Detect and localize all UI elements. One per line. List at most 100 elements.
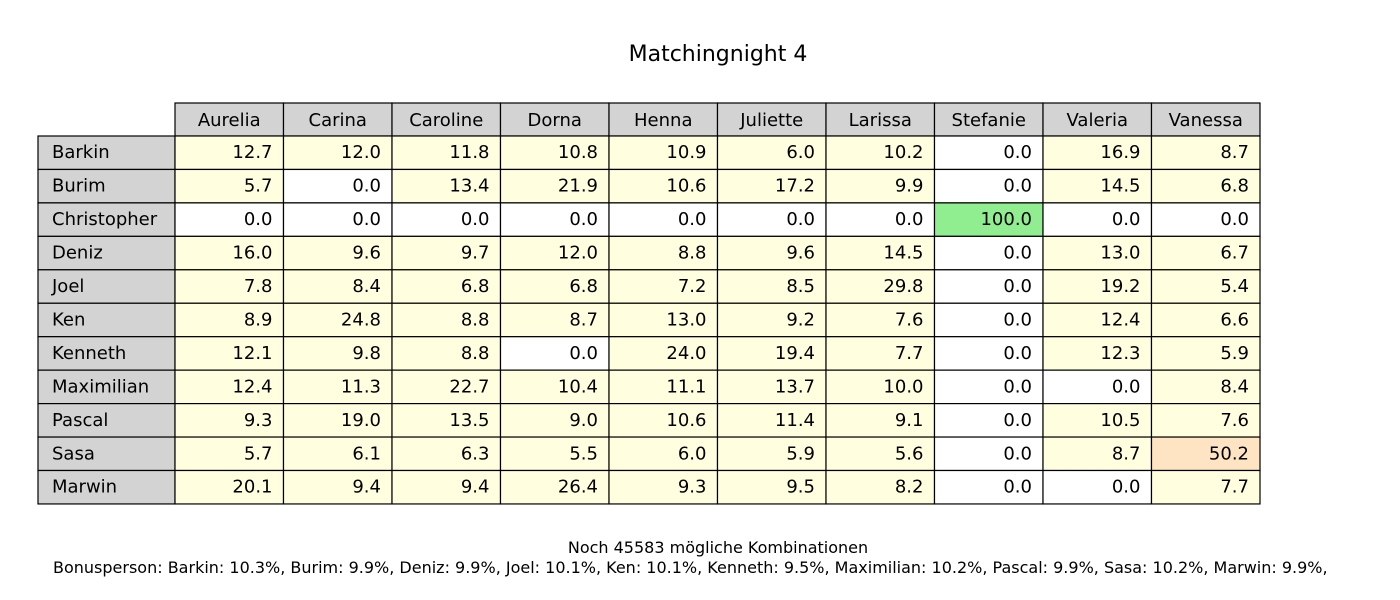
- cell-pascal-dorna: [499, 403, 610, 438]
- cell-maximilian-carina: [282, 369, 393, 405]
- cell-value-joel-aurelia: 7.8: [244, 276, 273, 297]
- cell-value-deniz-dorna: 12.0: [558, 243, 598, 264]
- column-header-larissa: Larissa: [849, 110, 912, 131]
- cell-value-pascal-stefanie: 0.0: [1003, 410, 1032, 431]
- cell-value-pascal-aurelia: 9.3: [244, 410, 273, 431]
- cell-value-barkin-aurelia: 12.7: [232, 142, 272, 163]
- cell-value-barkin-larissa: 10.2: [883, 142, 923, 163]
- row-header-cell-joel: [37, 269, 176, 304]
- cell-value-maximilian-stefanie: 0.0: [1003, 376, 1032, 397]
- cell-pascal-aurelia: [174, 403, 285, 438]
- cell-value-ken-stefanie: 0.0: [1003, 309, 1032, 330]
- cell-value-ken-dorna: 8.7: [569, 309, 598, 330]
- cell-barkin-larissa: [825, 135, 936, 171]
- cell-joel-henna: [608, 269, 719, 304]
- cell-value-christopher-stefanie: 100.0: [980, 209, 1032, 230]
- cell-marwin-vanessa: [1150, 469, 1261, 505]
- cell-value-maximilian-carina: 11.3: [341, 376, 381, 397]
- cell-value-burim-dorna: 21.9: [558, 176, 598, 197]
- cell-value-christopher-larissa: 0.0: [895, 209, 924, 230]
- cell-deniz-carina: [282, 235, 393, 271]
- cell-deniz-henna: [608, 235, 719, 271]
- cell-deniz-vanessa: [1150, 235, 1261, 271]
- cell-value-sasa-aurelia: 5.7: [244, 443, 273, 464]
- column-header-juliette: Juliette: [739, 110, 803, 131]
- cell-deniz-larissa: [825, 235, 936, 271]
- cell-value-ken-larissa: 7.6: [895, 309, 924, 330]
- cell-value-kenneth-carina: 9.8: [352, 343, 381, 364]
- cell-marwin-juliette: [716, 469, 827, 505]
- cell-sasa-henna: [608, 436, 719, 472]
- cell-ken-vanessa: [1150, 302, 1261, 338]
- cell-value-deniz-caroline: 9.7: [461, 243, 490, 264]
- cell-value-pascal-carina: 19.0: [341, 410, 381, 431]
- column-header-cell-caroline: [391, 102, 502, 137]
- cell-value-burim-larissa: 9.9: [895, 176, 924, 197]
- column-header-cell-valeria: [1042, 102, 1153, 137]
- cell-christopher-stefanie: [933, 202, 1044, 237]
- cell-value-marwin-aurelia: 20.1: [232, 477, 272, 498]
- row-header-christopher: Christopher: [52, 209, 158, 230]
- cell-value-kenneth-caroline: 8.8: [461, 343, 490, 364]
- cell-value-deniz-juliette: 9.6: [786, 243, 815, 264]
- cell-value-kenneth-stefanie: 0.0: [1003, 343, 1032, 364]
- cell-value-joel-vanessa: 5.4: [1220, 276, 1249, 297]
- cell-ken-larissa: [825, 302, 936, 338]
- cell-value-sasa-dorna: 5.5: [569, 443, 598, 464]
- cell-value-barkin-henna: 10.9: [666, 142, 706, 163]
- row-header-cell-pascal: [37, 403, 176, 438]
- cell-value-christopher-caroline: 0.0: [461, 209, 490, 230]
- cell-value-joel-juliette: 8.5: [786, 276, 815, 297]
- cell-value-maximilian-caroline: 22.7: [449, 376, 489, 397]
- cell-value-kenneth-valeria: 12.3: [1100, 343, 1140, 364]
- cell-value-christopher-henna: 0.0: [678, 209, 707, 230]
- cell-barkin-juliette: [716, 135, 827, 171]
- cell-value-pascal-vanessa: 7.6: [1220, 410, 1249, 431]
- cell-pascal-vanessa: [1150, 403, 1261, 438]
- cell-christopher-vanessa: [1150, 202, 1261, 237]
- cell-kenneth-aurelia: [174, 336, 285, 371]
- cell-value-marwin-carina: 9.4: [352, 477, 381, 498]
- column-header-dorna: Dorna: [528, 110, 582, 131]
- cell-value-marwin-henna: 9.3: [678, 477, 707, 498]
- cell-value-sasa-stefanie: 0.0: [1003, 443, 1032, 464]
- cell-value-kenneth-vanessa: 5.9: [1220, 343, 1249, 364]
- cell-barkin-dorna: [499, 135, 610, 171]
- cell-deniz-dorna: [499, 235, 610, 271]
- cell-value-burim-juliette: 17.2: [775, 176, 815, 197]
- column-header-caroline: Caroline: [409, 110, 483, 131]
- cell-joel-vanessa: [1150, 269, 1261, 304]
- cell-value-joel-dorna: 6.8: [569, 276, 598, 297]
- cell-value-christopher-valeria: 0.0: [1112, 209, 1141, 230]
- cell-joel-stefanie: [933, 269, 1044, 304]
- column-header-henna: Henna: [634, 110, 692, 131]
- cell-value-christopher-aurelia: 0.0: [244, 209, 273, 230]
- cell-burim-aurelia: [174, 168, 285, 204]
- cell-value-pascal-henna: 10.6: [666, 410, 706, 431]
- cell-kenneth-carina: [282, 336, 393, 371]
- cell-value-barkin-valeria: 16.9: [1100, 142, 1140, 163]
- cell-deniz-aurelia: [174, 235, 285, 271]
- cell-value-sasa-vanessa: 50.2: [1209, 443, 1249, 464]
- cell-value-sasa-larissa: 5.6: [895, 443, 924, 464]
- cell-value-marwin-caroline: 9.4: [461, 477, 490, 498]
- cell-value-marwin-vanessa: 7.7: [1220, 477, 1249, 498]
- column-header-stefanie: Stefanie: [952, 110, 1026, 131]
- cell-value-joel-larissa: 29.8: [883, 276, 923, 297]
- cell-barkin-caroline: [391, 135, 502, 171]
- column-header-aurelia: Aurelia: [198, 110, 261, 131]
- row-header-ken: Ken: [52, 309, 85, 330]
- cell-value-christopher-juliette: 0.0: [786, 209, 815, 230]
- cell-value-pascal-valeria: 10.5: [1100, 410, 1140, 431]
- cell-value-maximilian-henna: 11.1: [666, 376, 706, 397]
- cell-sasa-caroline: [391, 436, 502, 472]
- cell-kenneth-dorna: [499, 336, 610, 371]
- cell-joel-aurelia: [174, 269, 285, 304]
- cell-maximilian-stefanie: [933, 369, 1044, 405]
- row-header-pascal: Pascal: [52, 410, 108, 431]
- row-header-joel: Joel: [51, 276, 84, 297]
- cell-ken-carina: [282, 302, 393, 338]
- cell-marwin-dorna: [499, 469, 610, 505]
- cell-ken-juliette: [716, 302, 827, 338]
- row-header-maximilian: Maximilian: [52, 376, 149, 397]
